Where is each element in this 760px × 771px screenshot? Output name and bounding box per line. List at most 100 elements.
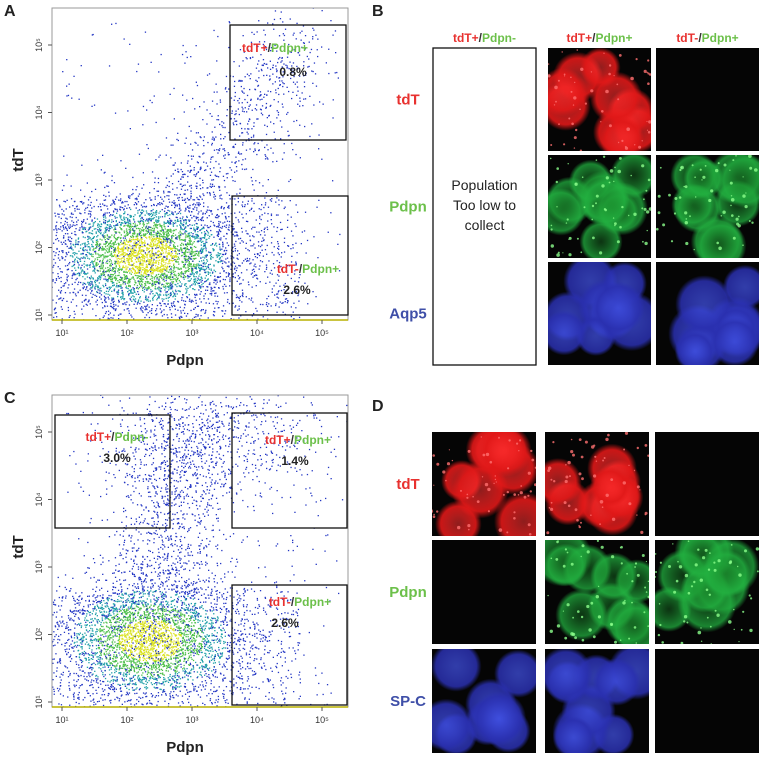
dot bbox=[82, 232, 83, 233]
dot bbox=[80, 261, 81, 262]
dot bbox=[83, 263, 84, 264]
dot bbox=[115, 275, 116, 276]
dot bbox=[43, 282, 44, 283]
dot bbox=[145, 281, 146, 282]
dot bbox=[215, 196, 216, 197]
dot bbox=[148, 232, 149, 233]
dot bbox=[236, 270, 237, 271]
dot bbox=[185, 276, 186, 277]
dot bbox=[67, 277, 68, 278]
dot bbox=[172, 258, 173, 259]
dot bbox=[100, 279, 101, 280]
dot bbox=[207, 286, 208, 287]
dot bbox=[104, 200, 105, 201]
dot bbox=[226, 115, 227, 116]
dot bbox=[235, 305, 236, 306]
dot bbox=[152, 262, 153, 263]
dot bbox=[85, 299, 86, 300]
dot bbox=[139, 193, 140, 194]
dot bbox=[135, 198, 136, 199]
dot bbox=[189, 301, 190, 302]
dot bbox=[185, 210, 186, 211]
dot bbox=[257, 31, 258, 32]
dot bbox=[290, 200, 291, 201]
dot bbox=[58, 216, 59, 217]
dot bbox=[168, 250, 169, 251]
dot bbox=[141, 205, 142, 206]
dot bbox=[197, 315, 198, 316]
dot bbox=[131, 274, 132, 275]
dot bbox=[40, 224, 41, 225]
dot bbox=[188, 219, 189, 220]
dot bbox=[211, 157, 212, 158]
dot bbox=[92, 286, 93, 287]
dot bbox=[153, 209, 154, 210]
dot bbox=[207, 261, 208, 262]
dot bbox=[91, 255, 92, 256]
dot bbox=[316, 86, 317, 87]
dot bbox=[96, 329, 97, 330]
dot bbox=[158, 282, 159, 283]
dot bbox=[84, 283, 85, 284]
dot bbox=[197, 280, 198, 281]
dot bbox=[244, 128, 245, 129]
dot bbox=[163, 232, 164, 233]
dot bbox=[139, 232, 140, 233]
dot bbox=[59, 260, 60, 261]
dot bbox=[109, 195, 110, 196]
dot bbox=[63, 242, 64, 243]
dot bbox=[107, 221, 108, 222]
dot bbox=[171, 281, 172, 282]
dot bbox=[173, 226, 174, 227]
dot bbox=[104, 214, 105, 215]
dot bbox=[202, 252, 203, 253]
dot bbox=[77, 260, 78, 261]
dot bbox=[151, 278, 152, 279]
dot bbox=[129, 272, 130, 273]
dot bbox=[262, 105, 263, 106]
dot bbox=[100, 288, 101, 289]
dot bbox=[133, 242, 134, 243]
dot bbox=[207, 235, 208, 236]
dot bbox=[175, 259, 176, 260]
dot bbox=[123, 299, 124, 300]
dot bbox=[190, 130, 191, 131]
dot bbox=[137, 291, 138, 292]
dot bbox=[221, 249, 222, 250]
dot bbox=[44, 267, 45, 268]
dot bbox=[140, 252, 141, 253]
dot bbox=[111, 203, 112, 204]
dot bbox=[136, 331, 137, 332]
dot bbox=[171, 287, 172, 288]
dot bbox=[195, 251, 196, 252]
dot bbox=[238, 201, 239, 202]
dot bbox=[82, 295, 83, 296]
dot bbox=[158, 216, 159, 217]
dot bbox=[139, 287, 140, 288]
dot bbox=[156, 247, 157, 248]
dot bbox=[185, 208, 186, 209]
dot bbox=[284, 35, 285, 36]
dot bbox=[171, 254, 172, 255]
dot bbox=[252, 277, 253, 278]
dot bbox=[213, 250, 214, 251]
dot bbox=[253, 136, 254, 137]
dot bbox=[204, 263, 205, 264]
dot bbox=[174, 257, 175, 258]
dot bbox=[124, 222, 125, 223]
dot bbox=[82, 243, 83, 244]
dot bbox=[167, 341, 168, 342]
dot bbox=[267, 220, 268, 221]
dot bbox=[198, 172, 199, 173]
dot bbox=[116, 217, 117, 218]
dot bbox=[199, 285, 200, 286]
dot bbox=[293, 247, 294, 248]
dot bbox=[116, 286, 117, 287]
dot bbox=[262, 237, 263, 238]
dot bbox=[143, 222, 144, 223]
dot bbox=[115, 268, 116, 269]
dot bbox=[207, 210, 208, 211]
dot bbox=[282, 21, 283, 22]
dot bbox=[258, 70, 259, 71]
dot bbox=[104, 248, 105, 249]
